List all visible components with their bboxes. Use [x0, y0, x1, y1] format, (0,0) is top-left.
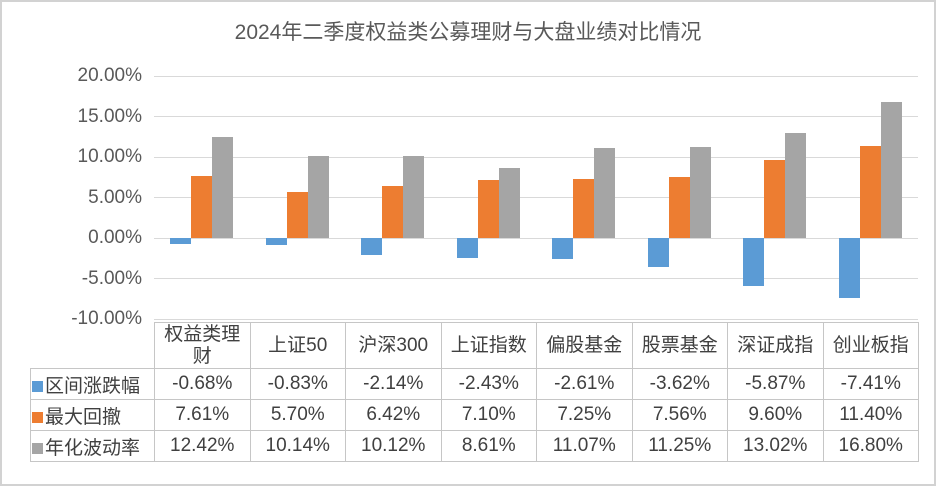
y-axis-tick-label: -10.00%: [71, 308, 142, 329]
series-name: 最大回撤: [45, 406, 122, 428]
table-value-cell: 11.25%: [631, 430, 728, 462]
gridline: [154, 237, 918, 239]
bar: [573, 179, 595, 238]
table-category-header: 深证成指: [727, 322, 824, 369]
table-corner-cell: [31, 323, 155, 369]
y-axis-tick-label: 5.00%: [88, 186, 142, 208]
table-value-cell: 10.12%: [345, 430, 442, 462]
bar: [838, 238, 860, 299]
bar: [265, 238, 287, 245]
bar: [456, 238, 478, 258]
bar: [647, 238, 669, 268]
bar: [594, 148, 616, 238]
series-name: 区间涨跌幅: [45, 375, 141, 397]
bar: [498, 168, 520, 238]
table-value-cell: 11.40%: [822, 399, 919, 431]
table-value-cell: 10.14%: [249, 430, 346, 462]
series-label-cell: 年化波动率: [30, 430, 155, 462]
bar: [307, 155, 329, 238]
table-value-cell: 7.25%: [536, 399, 633, 431]
table-category-header: 上证指数: [440, 322, 537, 369]
bar: [191, 176, 213, 238]
gridline: [154, 156, 918, 158]
table-row: 最大回撤 7.61% 5.70% 6.42% 7.10% 7.25% 7.56% 9.60% 1…: [30, 399, 919, 431]
table-value-cell: 12.42%: [154, 430, 251, 462]
y-axis-tick-label: 10.00%: [77, 146, 142, 167]
gridline: [154, 75, 918, 77]
legend-swatch: [32, 380, 43, 392]
table-value-cell: 7.10%: [440, 399, 537, 431]
table-category-header: 沪深300: [345, 322, 442, 369]
table-value-cell: 7.61%: [154, 399, 251, 431]
table-value-cell: -2.43%: [440, 368, 537, 400]
bar: [170, 238, 192, 244]
table-value-cell: 5.70%: [249, 399, 346, 431]
gridline: [154, 318, 918, 320]
table-category-header: 股票基金: [631, 322, 728, 369]
bar: [880, 101, 902, 238]
y-axis-tick-label: 15.00%: [77, 105, 142, 127]
plot-area: [154, 75, 918, 320]
bar: [382, 185, 404, 238]
y-axis-tick-label: 0.00%: [88, 227, 142, 248]
gridline: [154, 197, 918, 198]
table-value-cell: -2.61%: [536, 368, 633, 400]
bar: [403, 156, 425, 238]
table-value-cell: -7.41%: [822, 368, 919, 400]
legend-swatch: [32, 411, 43, 423]
table-category-header: 创业板指: [822, 322, 919, 369]
table-value-cell: 13.02%: [727, 430, 824, 462]
series-name: 年化波动率: [45, 437, 141, 459]
table-value-cell: 16.80%: [822, 430, 919, 462]
bar: [785, 132, 807, 238]
y-axis-tick-label: -5.00%: [81, 267, 142, 289]
table-value-cell: -0.83%: [249, 368, 346, 400]
series-label-cell: 区间涨跌幅: [30, 368, 155, 400]
table-value-cell: 6.42%: [345, 399, 442, 431]
table-category-header: 上证50: [249, 322, 346, 369]
bar: [361, 238, 383, 256]
bar: [668, 176, 690, 238]
bar: [859, 145, 881, 238]
table-row: 区间涨跌幅 -0.68% -0.83% -2.14% -2.43% -2.61% -3.62…: [30, 368, 919, 400]
table-value-cell: -0.68%: [154, 368, 251, 400]
table-category-header: 偏股基金: [536, 322, 633, 369]
bar: [212, 137, 234, 238]
y-axis: 20.00% 15.00% 10.00% 5.00% 0.00% -5.00% -10.00…: [2, 2, 142, 484]
data-table: 权益类理财 上证50 沪深300 上证指数 偏股基金 股票基金 深证成指 创业板指 区间涨跌幅 -…: [30, 322, 919, 462]
table-value-cell: 8.61%: [440, 430, 537, 462]
table-value-cell: 9.60%: [727, 399, 824, 431]
table-value-cell: 11.07%: [536, 430, 633, 462]
gridline: [154, 116, 918, 117]
bar: [689, 146, 711, 238]
series-label-cell: 最大回撤: [30, 399, 155, 431]
bar: [477, 180, 499, 238]
bar: [286, 191, 308, 238]
bar: [552, 238, 574, 260]
chart-title: 2024年二季度权益类公募理财与大盘业绩对比情况: [234, 21, 702, 44]
bar: [764, 160, 786, 238]
table-value-cell: -2.14%: [345, 368, 442, 400]
y-axis-tick-label: 20.00%: [77, 65, 142, 86]
table-category-header: 权益类理财: [154, 322, 251, 369]
bar: [743, 238, 765, 286]
legend-swatch: [32, 442, 43, 454]
gridline: [154, 278, 918, 279]
table-value-cell: 7.56%: [631, 399, 728, 431]
table-value-cell: -3.62%: [631, 368, 728, 400]
table-row: 年化波动率 12.42% 10.14% 10.12% 8.61% 11.07% 11.25%…: [30, 430, 919, 462]
table-value-cell: -5.87%: [727, 368, 824, 400]
